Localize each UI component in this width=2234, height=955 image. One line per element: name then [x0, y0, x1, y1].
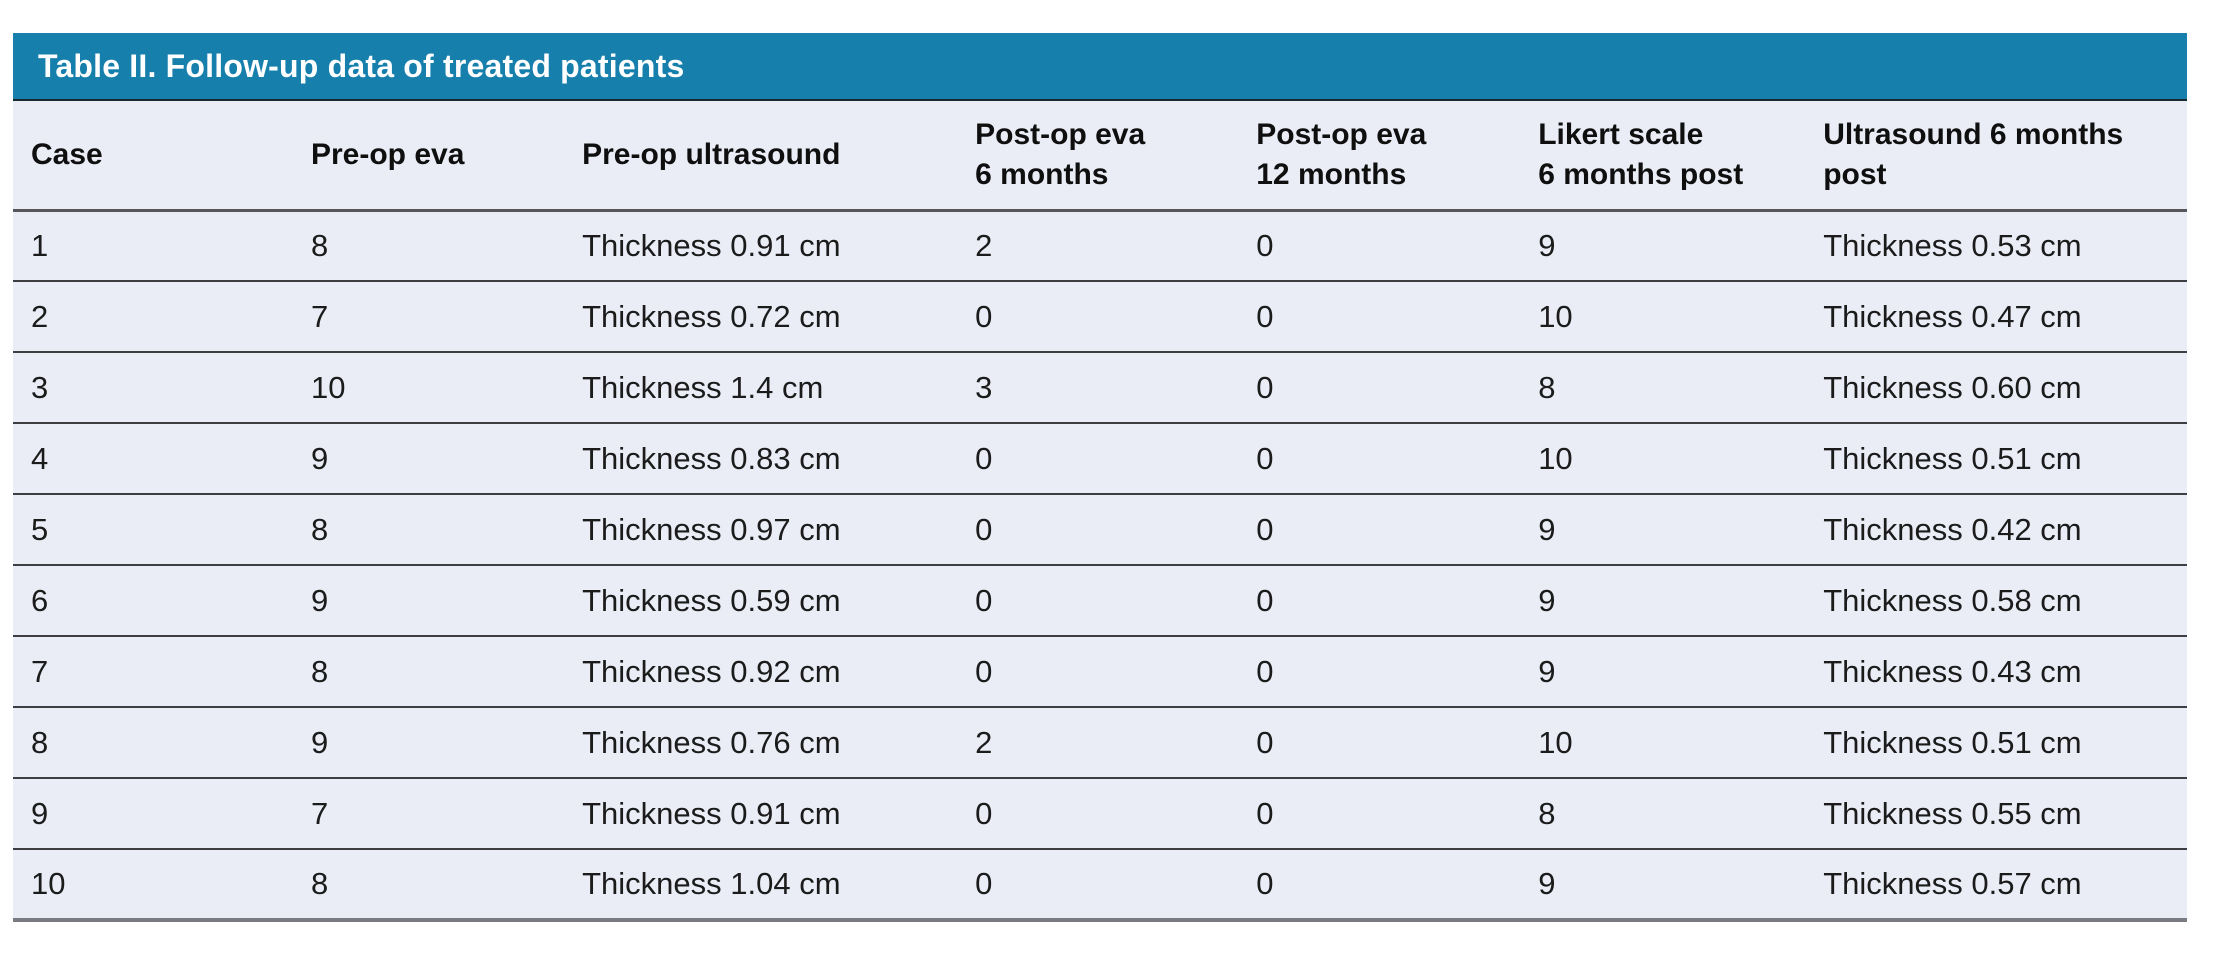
cell-row8-col3: Thickness 0.76 cm [564, 706, 958, 778]
header-row: Case Pre-op eva Pre-op ultrasound Post-op e… [13, 101, 2187, 212]
cell-row2-col4: 0 [957, 280, 1239, 352]
cell-row10-col6: 9 [1520, 848, 1806, 920]
cell-row4-col3: Thickness 0.83 cm [564, 422, 958, 494]
cell-row4-col6: 10 [1520, 422, 1806, 494]
cell-row5-col6: 9 [1520, 493, 1806, 565]
cell-row10-col7: Thickness 0.57 cm [1805, 848, 2187, 920]
cell-row3-col3: Thickness 1.4 cm [564, 351, 958, 423]
cell-row7-col6: 9 [1520, 635, 1806, 707]
cell-row2-col7: Thickness 0.47 cm [1805, 280, 2187, 352]
table-row-5: 5 8 Thickness 0.97 cm 0 0 9 Thickness 0.42 cm [13, 493, 2187, 565]
cell-row9-col2: 7 [293, 777, 565, 849]
column-header-ultrasound-6-months-post: Ultrasound 6 months post [1805, 101, 2187, 212]
followup-data-table: Case Pre-op eva Pre-op ultrasound Post-op e… [13, 101, 2187, 922]
cell-row4-col1: 4 [13, 422, 293, 494]
table-row-8: 8 9 Thickness 0.76 cm 2 0 10 Thickness 0.51 cm [13, 706, 2187, 778]
followup-table-card: Table II. Follow-up data of treated pati… [13, 33, 2187, 922]
cell-row5-col2: 8 [293, 493, 565, 565]
cell-row1-col6: 9 [1538, 227, 1556, 263]
table-row-6: 6 9 Thickness 0.59 cm 0 0 9 Thickness 0.58 cm [13, 564, 2187, 636]
cell-row2-col6: 10 [1520, 280, 1806, 352]
cell-row10-col3: Thickness 1.04 cm [564, 848, 958, 920]
cell-row9-col3: Thickness 0.91 cm [564, 777, 958, 849]
cell-row7-col7: Thickness 0.43 cm [1805, 635, 2187, 707]
table-row-3: 3 10 Thickness 1.4 cm 3 0 8 Thickness 0.60 cm [13, 351, 2187, 423]
cell-row5-col1: 5 [13, 493, 293, 565]
cell-row9-col1: 9 [13, 777, 293, 849]
table-title: Table II. Follow-up data of treated pati… [38, 47, 685, 84]
column-header-pre-op-eva: Pre-op eva [293, 101, 565, 212]
cell-row6-col1: 6 [13, 564, 293, 636]
column-header-pre-op-ultrasound: Pre-op ultrasound [564, 101, 958, 212]
table-body: 1 8 Thickness 0.91 cm 2 0 9 Thickness 0.53 cm 2… [13, 210, 2187, 920]
column-header-case: Case [13, 101, 293, 212]
cell-row9-col7: Thickness 0.55 cm [1805, 777, 2187, 849]
cell-row7-col1: 7 [13, 635, 293, 707]
cell-row9-col4: 0 [957, 777, 1239, 849]
cell-row1-col4: 2 [975, 227, 993, 263]
cell-row5-col5: 0 [1238, 493, 1521, 565]
cell-row6-col3: Thickness 0.59 cm [564, 564, 958, 636]
column-header-post-op-eva-6-months: Post-op eva 6 months [957, 101, 1239, 212]
cell-row3-col5: 0 [1238, 351, 1521, 423]
cell-row4-col7: Thickness 0.51 cm [1805, 422, 2187, 494]
column-header-likert-scale-6-months-post: Likert scale 6 months post [1520, 101, 1806, 212]
cell-row3-col6: 8 [1520, 351, 1806, 423]
cell-row8-col5: 0 [1238, 706, 1521, 778]
table-title-bar: Table II. Follow-up data of treated pati… [13, 33, 2187, 101]
cell-row10-col1: 10 [13, 848, 293, 920]
cell-row8-col4: 2 [957, 706, 1239, 778]
cell-row6-col4: 0 [957, 564, 1239, 636]
cell-row1-col1: 1 [31, 227, 49, 263]
cell-row8-col1: 8 [13, 706, 293, 778]
column-header-post-op-eva-12-months: Post-op eva 12 months [1238, 101, 1521, 212]
table-header: Case Pre-op eva Pre-op ultrasound Post-op e… [13, 101, 2187, 212]
cell-row3-col2: 10 [293, 351, 565, 423]
cell-row2-col2: 7 [293, 280, 565, 352]
cell-row10-col5: 0 [1238, 848, 1521, 920]
cell-row7-col3: Thickness 0.92 cm [564, 635, 958, 707]
table-row-4: 4 9 Thickness 0.83 cm 0 0 10 Thickness 0.51 cm [13, 422, 2187, 494]
cell-row7-col5: 0 [1238, 635, 1521, 707]
cell-row1-col7: Thickness 0.53 cm [1823, 227, 2082, 263]
cell-row4-col5: 0 [1238, 422, 1521, 494]
cell-row8-col2: 9 [293, 706, 565, 778]
cell-row4-col4: 0 [957, 422, 1239, 494]
cell-row1-col5: 0 [1256, 227, 1274, 263]
cell-row4-col2: 9 [293, 422, 565, 494]
cell-row6-col6: 9 [1520, 564, 1806, 636]
cell-row5-col3: Thickness 0.97 cm [564, 493, 958, 565]
table-row-9: 9 7 Thickness 0.91 cm 0 0 8 Thickness 0.55 cm [13, 777, 2187, 849]
cell-row5-col4: 0 [957, 493, 1239, 565]
table-row-7: 7 8 Thickness 0.92 cm 0 0 9 Thickness 0.43 cm [13, 635, 2187, 707]
cell-row9-col6: 8 [1520, 777, 1806, 849]
cell-row1-col2: 8 [311, 227, 329, 263]
cell-row7-col4: 0 [957, 635, 1239, 707]
cell-row10-col2: 8 [293, 848, 565, 920]
cell-row8-col6: 10 [1520, 706, 1806, 778]
cell-row3-col4: 3 [957, 351, 1239, 423]
table-row-10: 10 8 Thickness 1.04 cm 0 0 9 Thickness 0.57 cm [13, 848, 2187, 920]
cell-row2-col1: 2 [13, 280, 293, 352]
cell-row10-col4: 0 [957, 848, 1239, 920]
cell-row3-col1: 3 [13, 351, 293, 423]
cell-row8-col7: Thickness 0.51 cm [1805, 706, 2187, 778]
cell-row6-col2: 9 [293, 564, 565, 636]
cell-row6-col7: Thickness 0.58 cm [1805, 564, 2187, 636]
table-row-1: 1 8 Thickness 0.91 cm 2 0 9 Thickness 0.53 cm [13, 210, 2187, 281]
cell-row2-col3: Thickness 0.72 cm [564, 280, 958, 352]
cell-row7-col2: 8 [293, 635, 565, 707]
cell-row1-col3: Thickness 0.91 cm [582, 227, 841, 263]
cell-row2-col5: 0 [1238, 280, 1521, 352]
table-row-2: 2 7 Thickness 0.72 cm 0 0 10 Thickness 0.47 cm [13, 280, 2187, 352]
cell-row3-col7: Thickness 0.60 cm [1805, 351, 2187, 423]
cell-row9-col5: 0 [1238, 777, 1521, 849]
cell-row6-col5: 0 [1238, 564, 1521, 636]
cell-row5-col7: Thickness 0.42 cm [1805, 493, 2187, 565]
